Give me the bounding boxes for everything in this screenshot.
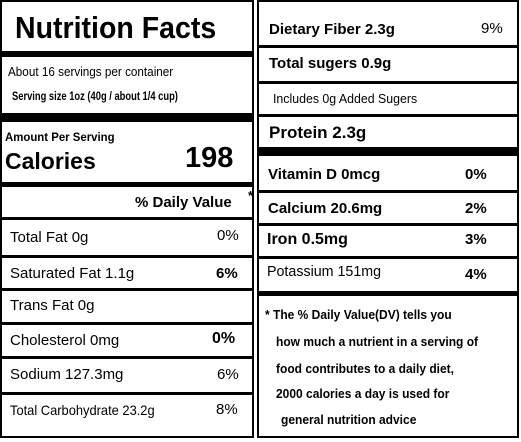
row-divider — [2, 288, 252, 291]
panel-title: Nutrition Facts — [15, 10, 217, 45]
footnote-line: * The % Daily Value(DV) tells you — [265, 308, 452, 322]
row-divider — [2, 356, 252, 359]
row-divider — [2, 255, 252, 258]
nutrition-facts-left-panel: Nutrition Facts About 16 servings per co… — [0, 0, 254, 438]
nutrient-label: Saturated Fat 1.1g — [10, 265, 135, 282]
added-sugars-label: Includes 0g Added Sugers — [273, 91, 418, 106]
nutrient-daily-value: 6% — [216, 265, 238, 282]
thick-divider — [2, 51, 252, 57]
nutrient-label: Total Carbohydrate 23.2g — [10, 402, 155, 418]
footnote-line: 2000 calories a day is used for — [276, 387, 450, 401]
vitamin-daily-value: 3% — [465, 231, 487, 248]
vitamin-daily-value: 2% — [465, 200, 487, 217]
row-divider — [2, 217, 252, 220]
protein-label: Protein 2.3g — [269, 123, 367, 142]
vitamin-label: Vitamin D 0mcg — [268, 166, 381, 183]
footnote-line: general nutrition advice — [281, 413, 417, 427]
vitamin-daily-value: 0% — [465, 166, 487, 183]
row-divider — [2, 322, 252, 325]
row-divider — [259, 45, 517, 48]
daily-value-asterisk: * — [248, 188, 254, 203]
nutrient-daily-value: 0% — [212, 330, 236, 347]
vitamin-label: Calcium 20.6mg — [268, 200, 383, 217]
row-divider — [259, 190, 517, 193]
vitamin-daily-value: 4% — [465, 266, 487, 283]
thick-divider — [2, 182, 252, 187]
row-divider — [2, 392, 252, 395]
nutrient-daily-value: 8% — [216, 401, 238, 418]
amount-per-serving: Amount Per Serving — [5, 130, 115, 144]
nutrient-label: Cholesterol 0mg — [10, 332, 120, 349]
row-divider — [259, 256, 517, 259]
dietary-fiber-daily-value: 9% — [481, 20, 503, 37]
nutrition-facts-right-panel: Dietary Fiber 2.3g 9% Total sugers 0.9g … — [257, 0, 519, 438]
calories-label: Calories — [5, 148, 96, 174]
vitamin-label: Potassium 151mg — [267, 263, 382, 280]
footnote-line: how much a nutrient in a serving of — [276, 335, 479, 349]
nutrient-label: Trans Fat 0g — [10, 297, 95, 314]
nutrient-daily-value: 6% — [217, 366, 239, 383]
thick-divider — [2, 113, 252, 122]
daily-value-header: % Daily Value — [135, 194, 232, 211]
thick-divider — [259, 147, 517, 156]
thick-divider — [259, 291, 517, 296]
footnote-line: food contributes to a daily diet, — [276, 362, 455, 376]
nutrient-label: Sodium 127.3mg — [10, 366, 124, 383]
serving-size: Serving size 1oz (40g / about 1/4 cup) — [12, 89, 178, 103]
calories-value: 198 — [185, 142, 234, 174]
row-divider — [259, 223, 517, 226]
row-divider — [259, 114, 517, 117]
dietary-fiber-label: Dietary Fiber 2.3g — [269, 21, 395, 38]
row-divider — [259, 81, 517, 84]
nutrient-daily-value: 0% — [217, 227, 239, 244]
total-sugars-label: Total sugers 0.9g — [269, 55, 392, 72]
servings-per-container: About 16 servings per container — [8, 64, 174, 79]
nutrient-label: Total Fat 0g — [10, 229, 89, 246]
vitamin-label: Iron 0.5mg — [267, 231, 348, 248]
